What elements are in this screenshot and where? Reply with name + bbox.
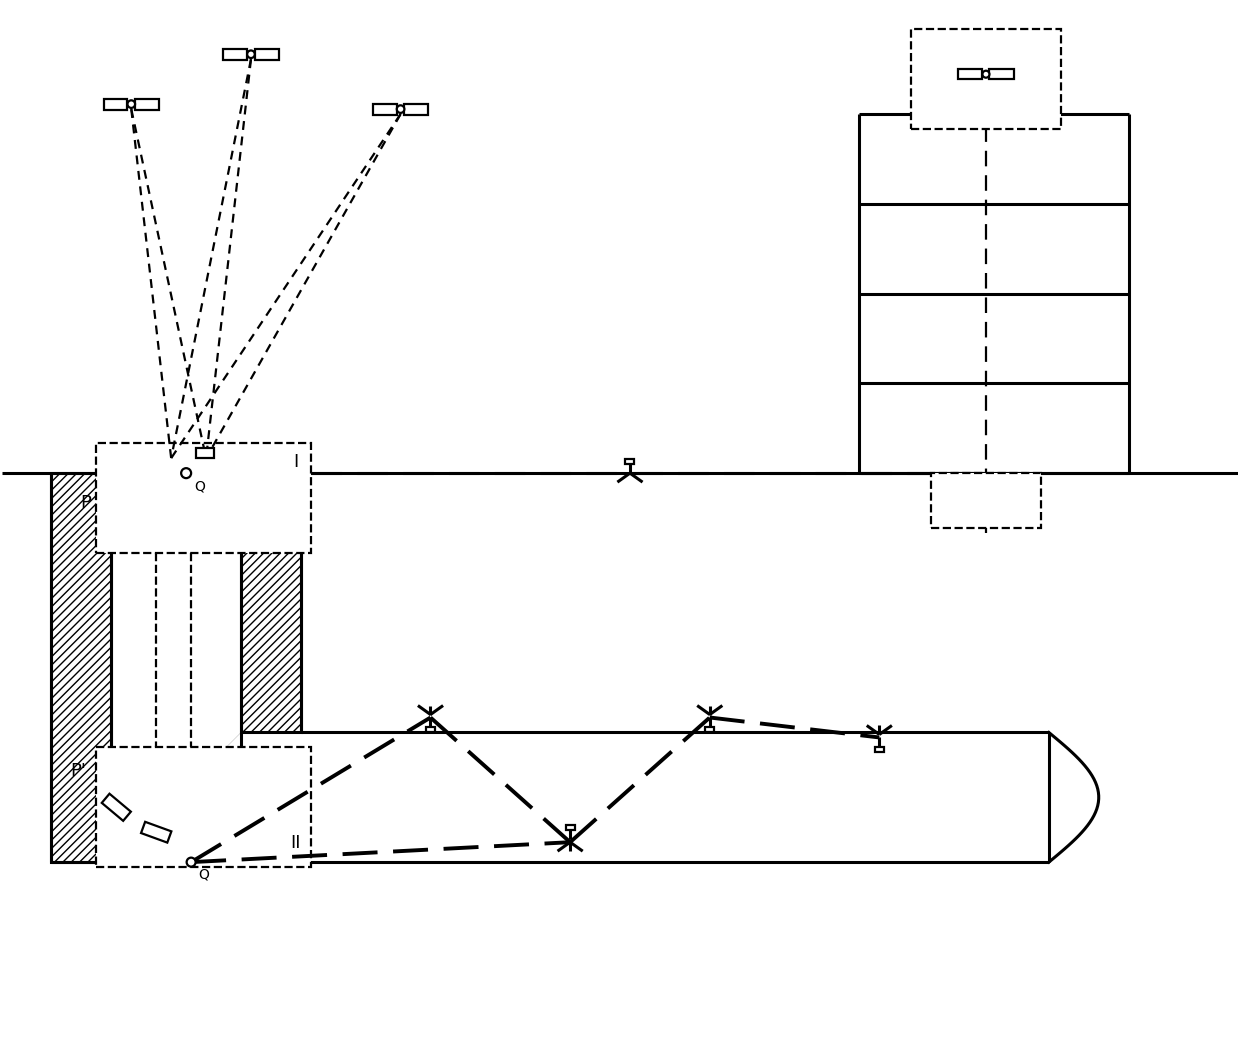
Polygon shape — [141, 822, 171, 843]
Bar — [427, 727, 435, 732]
Bar — [223, 49, 247, 60]
Polygon shape — [97, 443, 311, 553]
Polygon shape — [911, 30, 1060, 129]
Bar — [875, 747, 884, 752]
Circle shape — [128, 100, 135, 108]
Polygon shape — [52, 473, 112, 862]
Polygon shape — [241, 473, 301, 732]
Bar — [625, 459, 635, 465]
Bar — [104, 99, 128, 109]
Bar — [706, 727, 714, 732]
Circle shape — [181, 468, 191, 478]
Polygon shape — [196, 449, 215, 458]
Text: I: I — [293, 453, 299, 471]
Circle shape — [397, 105, 404, 113]
Polygon shape — [102, 794, 131, 821]
Bar — [990, 69, 1014, 79]
Circle shape — [187, 858, 196, 866]
Circle shape — [982, 71, 990, 78]
Polygon shape — [97, 747, 311, 867]
Circle shape — [247, 50, 254, 58]
Text: P': P' — [71, 762, 87, 780]
Text: II: II — [290, 834, 301, 853]
Bar — [565, 825, 574, 829]
Bar — [404, 103, 428, 115]
Bar — [957, 69, 982, 79]
Bar — [254, 49, 279, 60]
Bar — [373, 103, 397, 115]
Text: Q: Q — [195, 479, 205, 493]
Text: Q: Q — [198, 867, 210, 881]
Bar — [135, 99, 159, 109]
Polygon shape — [931, 473, 1040, 528]
Text: P: P — [81, 494, 92, 512]
